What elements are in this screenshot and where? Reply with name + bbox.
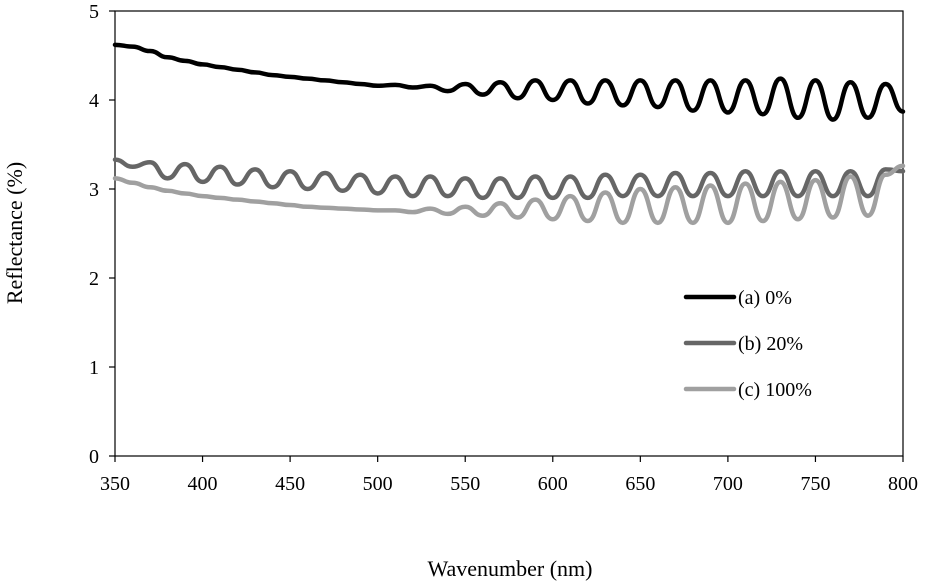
plot-border [114,10,904,457]
series-lines [112,42,906,226]
plot-area [114,10,904,457]
x-tick-label: 600 [538,473,568,495]
legend-label-1: (b) 20% [738,333,803,355]
y-tick-label: 3 [89,179,99,201]
x-tick-label: 400 [188,473,218,495]
y-tick-label: 2 [89,268,99,290]
x-tick-label: 750 [800,473,830,495]
x-tick-label: 800 [888,473,918,495]
series-line-0 [112,42,906,122]
y-tick-label: 1 [89,357,99,379]
x-tick-label: 650 [625,473,655,495]
x-tick-label: 350 [100,473,130,495]
y-tick-label: 5 [89,1,99,23]
y-tick-label: 0 [89,446,99,468]
series-line-1 [112,157,906,201]
x-tick-label: 700 [713,473,743,495]
x-axis: 350 400 450 500 550 600 650 700 750 800 [100,456,918,495]
legend-label-0: (a) 0% [738,287,792,309]
x-tick-label: 500 [363,473,393,495]
x-axis-title: Wavenumber (nm) [428,556,593,581]
series-line-2 [112,163,906,226]
x-tick-label: 450 [275,473,305,495]
y-tick-label: 4 [89,90,99,112]
x-tick-label: 550 [450,473,480,495]
y-axis-title: Reflectance (%) [2,162,27,304]
y-axis: 0 1 2 3 4 5 [89,1,115,468]
legend-label-2: (c) 100% [738,379,812,401]
legend: (a) 0% (b) 20% (c) 100% [683,287,812,401]
